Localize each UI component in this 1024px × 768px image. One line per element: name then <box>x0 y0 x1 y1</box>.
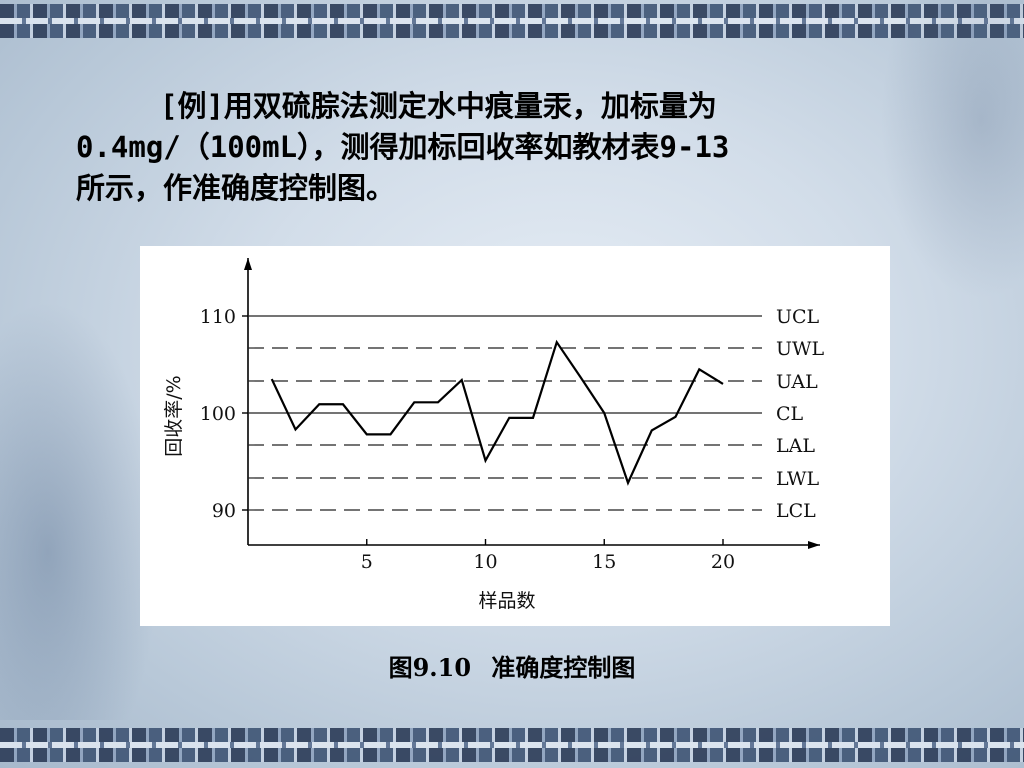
x-tick-label-15: 15 <box>592 551 616 573</box>
control-label-ucl: UCL <box>776 306 820 328</box>
background-decoration-right <box>880 0 1024 300</box>
control-label-lcl: LCL <box>776 500 816 522</box>
x-axis-label: 样品数 <box>478 590 535 612</box>
recovery-series <box>270 339 724 486</box>
x-tick-label-5: 5 <box>361 551 373 573</box>
control-label-lwl: LWL <box>776 468 819 490</box>
y-tick-label-90: 90 <box>212 500 236 522</box>
y-tick-label-100: 100 <box>200 403 236 425</box>
example-line-2: 0.4mg/（100mL），测得加标回收率如教材表9-13 <box>76 130 730 164</box>
chart-ticks: 90 100 110 5 10 15 20 <box>200 306 735 573</box>
y-axis-label: 回收率/% <box>163 375 185 456</box>
top-decorative-border <box>0 4 1024 38</box>
x-axis-arrow <box>808 541 820 549</box>
x-tick-label-10: 10 <box>473 551 497 573</box>
figure-title: 准确度控制图 <box>491 653 636 682</box>
y-axis-arrow <box>244 258 252 270</box>
control-label-cl: CL <box>776 403 804 425</box>
y-tick-label-110: 110 <box>200 306 236 328</box>
background-decoration <box>0 300 160 720</box>
control-label-ual: UAL <box>776 371 818 393</box>
example-text: [例]用双硫腙法测定水中痕量汞，加标量为 0.4mg/（100mL），测得加标回… <box>76 86 956 209</box>
chart-axes <box>244 258 820 549</box>
example-line-1: [例]用双硫腙法测定水中痕量汞，加标量为 <box>160 89 717 123</box>
recovery-line <box>270 339 724 486</box>
control-label-lal: LAL <box>776 435 815 457</box>
x-tick-label-20: 20 <box>711 551 735 573</box>
accuracy-control-chart: UCL UWL UAL CL LAL LWL LCL 90 100 110 5 10 15 20 样品数… <box>163 258 825 612</box>
example-line-3: 所示，作准确度控制图。 <box>76 171 396 205</box>
figure-caption: 图9.10 准确度控制图 <box>0 648 1024 683</box>
figure-number: 图9.10 <box>388 653 472 682</box>
control-lines: UCL UWL UAL CL LAL LWL LCL <box>248 306 825 522</box>
bottom-decorative-border <box>0 728 1024 762</box>
control-chart-figure: UCL UWL UAL CL LAL LWL LCL 90 100 110 5 10 15 20 样品数… <box>140 246 890 626</box>
control-label-uwl: UWL <box>776 338 825 360</box>
